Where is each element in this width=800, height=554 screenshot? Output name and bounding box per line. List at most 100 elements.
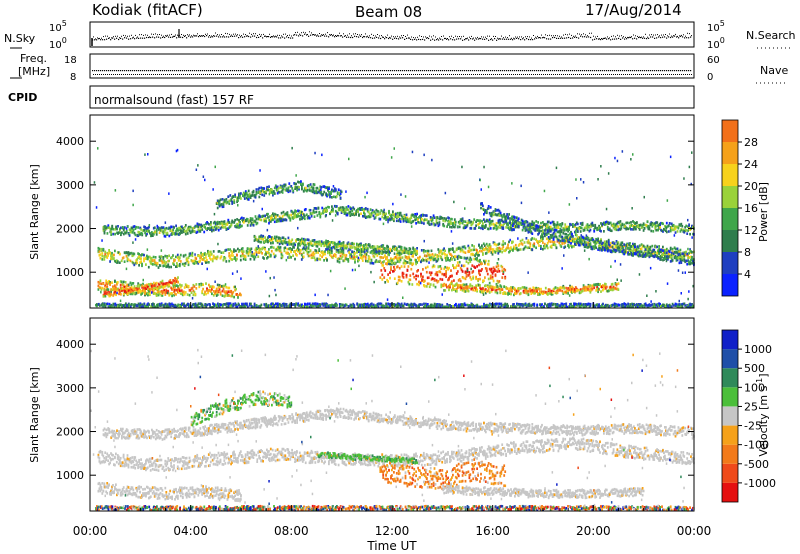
power-cell — [210, 223, 212, 226]
freq-point — [584, 70, 586, 72]
power-cell — [302, 251, 305, 255]
nave-point — [569, 74, 570, 75]
nave-point — [427, 74, 428, 75]
freq-point — [318, 70, 320, 72]
power-cell — [504, 292, 507, 295]
power-cell — [443, 267, 446, 271]
nave-point — [593, 74, 594, 75]
power-cell — [489, 286, 492, 289]
power-cell — [514, 243, 517, 247]
power-cell — [370, 258, 373, 262]
nave-point — [285, 74, 286, 75]
power-cell — [339, 206, 342, 209]
nsearch-point — [377, 34, 378, 35]
power-cell — [233, 220, 236, 224]
power-cell — [449, 252, 451, 256]
power-cell — [242, 250, 245, 253]
nsky-point — [354, 35, 356, 37]
nave-point — [597, 74, 598, 75]
power-cell — [174, 288, 176, 292]
power-cell — [308, 216, 311, 220]
power-cell — [666, 249, 669, 252]
power-cell — [367, 255, 370, 258]
nsky-point — [526, 38, 528, 40]
power-cell — [306, 242, 309, 245]
power-cell — [131, 254, 134, 258]
power-cell — [412, 262, 415, 265]
nsky-point — [344, 35, 346, 37]
power-cell — [390, 268, 392, 271]
freq-point — [182, 70, 184, 72]
nsky-point — [668, 36, 670, 38]
nave-point — [579, 74, 580, 75]
power-cell — [141, 232, 144, 236]
freq-point — [452, 70, 454, 72]
nave-point — [301, 74, 302, 75]
power-cell — [278, 215, 281, 219]
power-cell — [504, 242, 506, 245]
power-cell — [444, 289, 447, 292]
power-cell — [451, 254, 453, 258]
nsearch-point — [391, 35, 392, 37]
nsearch-point — [401, 35, 402, 37]
power-cell — [137, 230, 140, 234]
nsky-point — [614, 38, 616, 40]
freq-point — [362, 70, 364, 72]
power-cell — [310, 215, 313, 218]
power-cell — [210, 228, 212, 231]
power-cell — [574, 290, 576, 293]
nsky-tick-low: 100 — [49, 36, 67, 51]
power-cell — [422, 214, 424, 217]
nave-point — [439, 74, 440, 75]
nave-point — [205, 74, 206, 75]
power-cell — [315, 240, 318, 244]
power-cell — [112, 232, 115, 236]
power-cell — [324, 252, 326, 256]
power-cell — [130, 251, 133, 255]
power-cell — [165, 288, 168, 292]
nsearch-point — [107, 35, 108, 37]
power-cell — [462, 245, 465, 249]
power-cell — [107, 226, 110, 229]
freq-point — [310, 70, 312, 72]
power-cell — [421, 278, 423, 281]
power-cell — [399, 258, 402, 262]
nsearch-point — [159, 34, 160, 35]
power-cell — [174, 286, 176, 289]
nsearch-point — [231, 34, 232, 36]
nsky-point — [394, 37, 396, 39]
nsearch-point — [395, 36, 396, 38]
freq-point — [102, 70, 104, 72]
nsky-point — [662, 36, 664, 38]
nave-point — [377, 74, 378, 75]
power-cell — [441, 272, 444, 276]
power-cell — [479, 249, 481, 253]
nave-point — [391, 74, 392, 75]
nave-point — [543, 74, 544, 75]
power-cell — [216, 283, 219, 287]
power-cell — [102, 226, 105, 229]
freq-point — [688, 70, 690, 72]
power-cell — [120, 259, 123, 263]
power-cell — [295, 239, 297, 242]
nave-point — [677, 74, 678, 75]
nsky-point — [322, 34, 324, 36]
power-cell — [304, 248, 307, 251]
power-cell — [171, 233, 174, 236]
power-cell — [148, 292, 151, 295]
power-cell — [410, 221, 413, 225]
power-cell — [223, 290, 226, 293]
nsearch-point — [633, 34, 634, 36]
power-cell — [429, 258, 432, 262]
power-cell — [308, 242, 311, 246]
power-cell — [464, 277, 467, 281]
power-cell — [498, 280, 501, 283]
power-cell — [346, 245, 349, 249]
power-cell — [221, 294, 224, 297]
power-cell — [286, 247, 289, 251]
power-cell — [389, 250, 391, 254]
power-cell — [394, 256, 397, 259]
power-cell — [398, 245, 401, 249]
freq-point — [528, 70, 530, 72]
power-cell — [234, 257, 236, 260]
